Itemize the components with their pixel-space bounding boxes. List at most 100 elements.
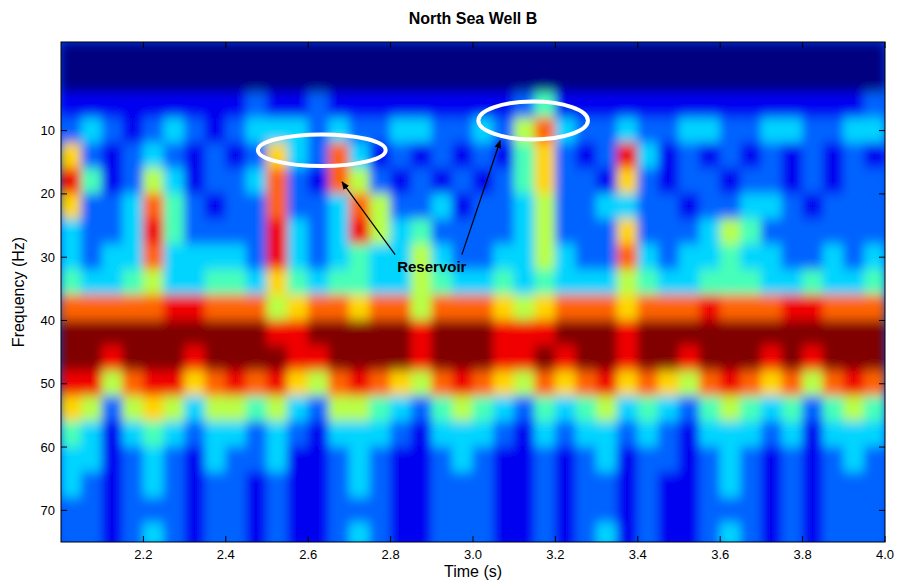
- heatmap-cell: [720, 269, 742, 295]
- heatmap-cell: [493, 295, 515, 321]
- heatmap-cell: [143, 269, 165, 295]
- heatmap-cell: [473, 67, 495, 93]
- heatmap-cell: [493, 345, 515, 371]
- heatmap-cell: [576, 447, 598, 473]
- heatmap-cell: [431, 345, 453, 371]
- heatmap-cell: [122, 345, 144, 371]
- heatmap-cell: [143, 92, 165, 118]
- heatmap-cell: [370, 67, 392, 93]
- heatmap-cell: [452, 42, 474, 68]
- heatmap-cell: [596, 67, 618, 93]
- heatmap-cell: [658, 143, 680, 169]
- heatmap-cell: [576, 67, 598, 93]
- heatmap-cell: [164, 269, 186, 295]
- heatmap-cell: [143, 345, 165, 371]
- heatmap-cell: [679, 168, 701, 194]
- heatmap-cell: [473, 295, 495, 321]
- heatmap-cell: [802, 396, 824, 422]
- heatmap-cell: [328, 497, 350, 523]
- heatmap-cell: [225, 269, 247, 295]
- heatmap-cell: [122, 295, 144, 321]
- heatmap-cell: [328, 523, 350, 542]
- heatmap-cell: [184, 92, 206, 118]
- heatmap-cell: [452, 193, 474, 219]
- heatmap-cell: [122, 269, 144, 295]
- x-tick-label: 4.0: [876, 547, 894, 562]
- heatmap-cell: [658, 42, 680, 68]
- heatmap-cell: [576, 143, 598, 169]
- heatmap-cell: [452, 421, 474, 447]
- heatmap-cell: [740, 472, 762, 498]
- heatmap-cell: [184, 168, 206, 194]
- heatmap-cell: [843, 168, 865, 194]
- heatmap-cell: [81, 219, 103, 245]
- heatmap-cell: [802, 92, 824, 118]
- heatmap-cell: [493, 396, 515, 422]
- ticks: 2.22.42.62.83.03.23.43.63.84.01020304050…: [41, 42, 895, 562]
- x-tick-label: 2.4: [217, 547, 235, 562]
- heatmap-cell: [864, 371, 885, 397]
- heatmap-cell: [225, 42, 247, 68]
- heatmap-cell: [102, 447, 124, 473]
- heatmap-cell: [493, 447, 515, 473]
- heatmap-cell: [370, 421, 392, 447]
- heatmap-cell: [205, 42, 227, 68]
- heatmap-cell: [864, 168, 885, 194]
- y-tick: [61, 130, 67, 131]
- heatmap-cell: [864, 143, 885, 169]
- heatmap-cell: [308, 447, 330, 473]
- heatmap-cell: [411, 143, 433, 169]
- heatmap-cell: [843, 396, 865, 422]
- heatmap-cell: [493, 244, 515, 270]
- heatmap-cell: [143, 244, 165, 270]
- heatmap-cell: [473, 421, 495, 447]
- heatmap-cell: [102, 371, 124, 397]
- heatmap-cell: [390, 168, 412, 194]
- heatmap-cell: [246, 269, 268, 295]
- x-tick: [225, 42, 226, 48]
- heatmap-cell: [102, 168, 124, 194]
- heatmap-cell: [740, 497, 762, 523]
- heatmap-cell: [740, 320, 762, 346]
- heatmap-cell: [122, 497, 144, 523]
- y-tick: [879, 447, 885, 448]
- x-tick-label: 3.0: [464, 547, 482, 562]
- heatmap-cell: [164, 295, 186, 321]
- heatmap-cell: [576, 523, 598, 542]
- heatmap-cell: [452, 67, 474, 93]
- heatmap-cell: [514, 219, 536, 245]
- heatmap-cell: [514, 143, 536, 169]
- heatmap-cell: [143, 67, 165, 93]
- heatmap-cell: [637, 396, 659, 422]
- heatmap-cell: [349, 219, 371, 245]
- heatmap-cell: [205, 92, 227, 118]
- heatmap-cell: [122, 219, 144, 245]
- plot-frame: [61, 42, 885, 542]
- heatmap-cell: [287, 472, 309, 498]
- heatmap-cell: [184, 497, 206, 523]
- heatmap-cell: [411, 67, 433, 93]
- heatmap-cell: [823, 67, 845, 93]
- heatmap-cell: [246, 472, 268, 498]
- heatmap-cell: [349, 396, 371, 422]
- heatmap-cell: [761, 168, 783, 194]
- heatmap-cell: [143, 447, 165, 473]
- heatmap-cell: [81, 396, 103, 422]
- heatmap-cell: [452, 371, 474, 397]
- heatmap-cell: [246, 421, 268, 447]
- heatmap-cell: [802, 117, 824, 143]
- heatmap-cell: [493, 67, 515, 93]
- heatmap-cell: [699, 42, 721, 68]
- heatmap-cell: [534, 193, 556, 219]
- heatmap-cell: [205, 345, 227, 371]
- heatmap-cell: [81, 117, 103, 143]
- heatmap-cell: [143, 143, 165, 169]
- heatmap-cell: [349, 244, 371, 270]
- heatmap-cell: [184, 523, 206, 542]
- heatmap-cell: [699, 497, 721, 523]
- heatmap-cell: [164, 447, 186, 473]
- heatmap-cell: [864, 320, 885, 346]
- heatmap-cell: [596, 244, 618, 270]
- x-tick-label: 3.6: [711, 547, 729, 562]
- heatmap-cell: [61, 371, 82, 397]
